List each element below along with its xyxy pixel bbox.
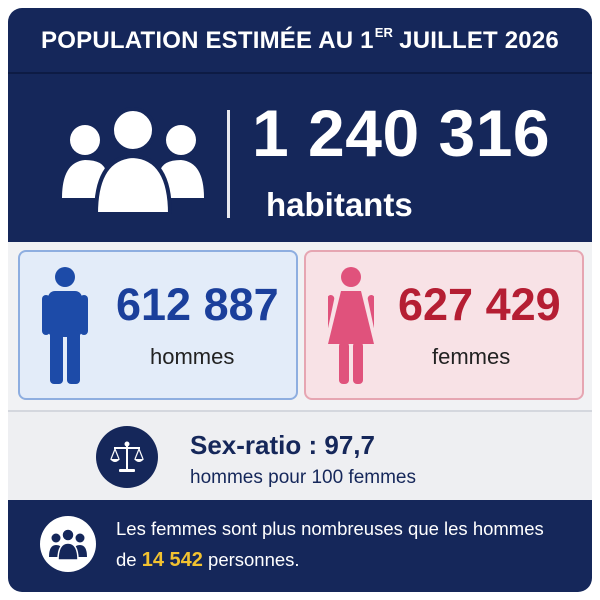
sex-ratio-band: Sex-ratio : 97,7 hommes pour 100 femmes [8, 410, 592, 500]
difference-icon-circle [40, 516, 96, 572]
total-population-band: 1 240 316 habitants [8, 76, 592, 242]
title-rest: JUILLET 2026 [399, 27, 559, 54]
people-group-icon [49, 528, 87, 561]
vertical-divider [227, 110, 230, 218]
man-icon [42, 267, 88, 384]
woman-icon [328, 267, 374, 384]
people-group-icon [62, 107, 204, 216]
women-label: femmes [432, 344, 511, 369]
difference-suffix: personnes. [208, 549, 300, 570]
men-card: 612 887 hommes [18, 250, 298, 400]
title-main: POPULATION ESTIMÉE AU 1 [41, 27, 374, 54]
sex-ratio-subtitle: hommes pour 100 femmes [190, 467, 416, 488]
men-count: 612 887 [116, 279, 279, 330]
title-superscript: ER [374, 25, 394, 40]
difference-band: Les femmes sont plus nombreuses que les … [8, 500, 592, 592]
difference-prefix: de [116, 549, 137, 570]
balance-scale-icon [110, 441, 144, 472]
total-population-unit: habitants [266, 186, 413, 223]
sex-ratio-title: Sex-ratio : 97,7 [190, 430, 375, 460]
difference-value: 14 542 [141, 549, 203, 571]
difference-line-2: de 14 542 personnes. [116, 550, 300, 570]
total-population-value: 1 240 316 [252, 96, 551, 170]
title-band: POPULATION ESTIMÉE AU 1ER JUILLET 2026 [8, 8, 592, 74]
women-card: 627 429 femmes [304, 250, 584, 400]
gender-band: 612 887 hommes 627 429 femmes [8, 242, 592, 410]
ratio-icon-circle [96, 426, 158, 488]
difference-line-1: Les femmes sont plus nombreuses que les … [116, 518, 544, 539]
page-title: POPULATION ESTIMÉE AU 1ER JUILLET 2026 [41, 25, 559, 55]
infographic-card: POPULATION ESTIMÉE AU 1ER JUILLET 2026 1 … [8, 8, 592, 592]
women-count: 627 429 [398, 279, 561, 330]
men-label: hommes [150, 344, 235, 369]
